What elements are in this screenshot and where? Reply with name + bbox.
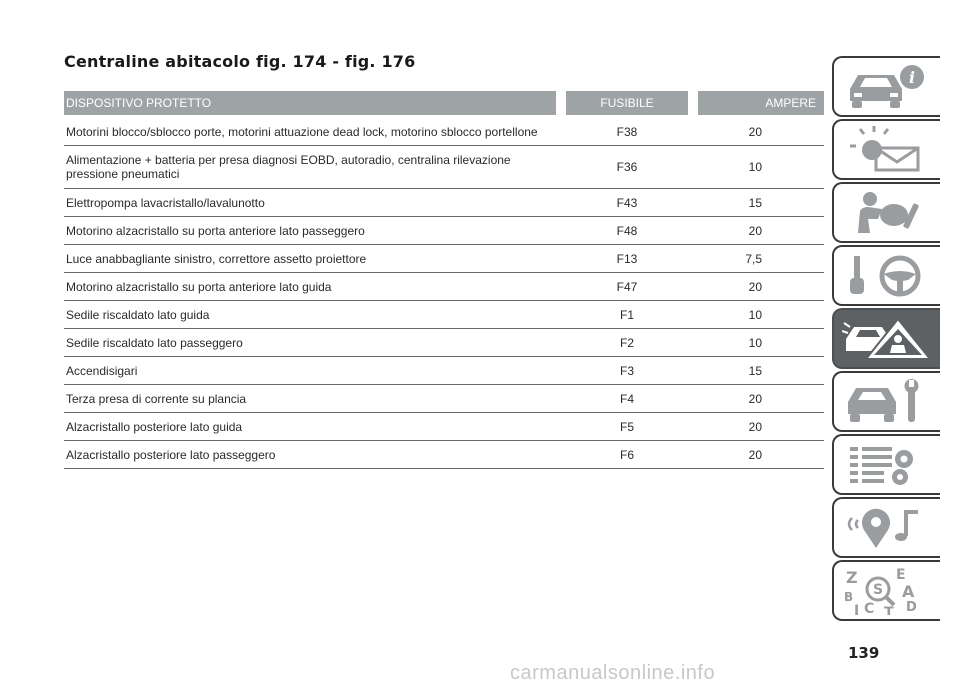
ampere-cell: 15 <box>748 195 762 210</box>
table-row: Luce anabbagliante sinistro, correttore … <box>64 245 824 273</box>
tab-emergency[interactable] <box>832 308 940 369</box>
device-cell: Alimentazione + batteria per presa diagn… <box>66 153 511 181</box>
table-body: Motorini blocco/sblocco porte, motorini … <box>64 118 824 469</box>
table-row: Alzacristallo posteriore lato guida F5 20 <box>64 413 824 441</box>
index-icon: Z E B A C D T I S <box>844 567 917 615</box>
device-cell: Terza presa di corrente su plancia <box>66 391 247 406</box>
fuse-cell: F5 <box>619 419 634 434</box>
device-cell: Motorino alzacristallo su porta anterior… <box>66 223 365 238</box>
svg-text:T: T <box>884 605 894 615</box>
device-cell: Alzacristallo posteriore lato guida <box>66 419 243 434</box>
fuse-cell: F36 <box>616 160 638 174</box>
ampere-cell: 15 <box>748 363 762 378</box>
ampere-cell: 20 <box>748 124 762 139</box>
tab-warning-lights[interactable] <box>832 119 940 180</box>
device-cell: Luce anabbagliante sinistro, correttore … <box>66 251 367 266</box>
header-ampere: AMPERE <box>698 91 824 115</box>
multimedia-icon <box>847 508 918 548</box>
table-row: Elettropompa lavacristallo/lavalunotto F4… <box>64 189 824 217</box>
table-row: Alimentazione + batteria per presa diagn… <box>64 146 824 189</box>
safety-airbag-icon <box>858 192 919 233</box>
svg-text:E: E <box>896 567 906 583</box>
table-row: Motorino alzacristallo su porta anterior… <box>64 217 824 245</box>
warning-lights-message-icon <box>850 126 920 172</box>
device-cell: Motorini blocco/sblocco porte, motorini … <box>66 124 538 139</box>
fuse-cell: F13 <box>616 251 638 266</box>
tab-car-info[interactable]: i <box>832 56 940 117</box>
ampere-cell: 20 <box>748 223 762 238</box>
tab-safety[interactable] <box>832 182 940 243</box>
table-header: DISPOSITIVO PROTETTO FUSIBILE AMPERE <box>64 91 824 115</box>
table-row: Alzacristallo posteriore lato passeggero… <box>64 441 824 469</box>
svg-text:Z: Z <box>846 568 858 587</box>
fuse-cell: F6 <box>619 447 634 462</box>
device-cell: Accendisigari <box>66 363 138 378</box>
ampere-cell: 20 <box>748 391 762 406</box>
table-row: Terza presa di corrente su plancia F4 20 <box>64 385 824 413</box>
svg-text:i: i <box>909 68 915 87</box>
ampere-cell: 10 <box>748 160 762 174</box>
tab-index[interactable]: Z E B A C D T I S <box>832 560 940 621</box>
fuse-cell: F43 <box>616 195 638 210</box>
fuse-cell: F48 <box>616 223 638 238</box>
device-cell: Sedile riscaldato lato passeggero <box>66 335 243 350</box>
watermark: carmanualsonline.info <box>510 662 716 684</box>
page-title: Centraline abitacolo fig. 174 - fig. 176 <box>64 52 416 71</box>
table-row: Sedile riscaldato lato guida F1 10 <box>64 301 824 329</box>
tab-starting-driving[interactable] <box>832 245 940 306</box>
svg-text:B: B <box>844 590 853 604</box>
device-cell: Motorino alzacristallo su porta anterior… <box>66 279 332 294</box>
svg-text:D: D <box>906 600 917 615</box>
table-row: Sedile riscaldato lato passeggero F2 10 <box>64 329 824 357</box>
device-cell: Sedile riscaldato lato guida <box>66 307 210 322</box>
page-number: 139 <box>848 644 880 662</box>
fuse-cell: F3 <box>619 363 634 378</box>
header-device: DISPOSITIVO PROTETTO <box>64 91 556 115</box>
ampere-cell: 20 <box>748 419 762 434</box>
ampere-cell: 10 <box>748 307 762 322</box>
fuse-cell: F38 <box>616 124 638 139</box>
table-row: Motorini blocco/sblocco porte, motorini … <box>64 118 824 146</box>
ampere-cell: 20 <box>748 447 762 462</box>
fuse-cell: F47 <box>616 279 638 294</box>
fuse-cell: F1 <box>619 307 634 322</box>
tab-multimedia[interactable] <box>832 497 940 558</box>
svg-text:C: C <box>864 601 874 615</box>
ampere-cell: 7,5 <box>745 251 762 266</box>
car-maintenance-icon <box>848 379 919 422</box>
technical-data-icon <box>850 447 913 485</box>
device-cell: Alzacristallo posteriore lato passeggero <box>66 447 276 462</box>
table-row: Accendisigari F3 15 <box>64 357 824 385</box>
table-row: Motorino alzacristallo su porta anterior… <box>64 273 824 301</box>
tab-maintenance[interactable] <box>832 371 940 432</box>
header-fuse: FUSIBILE <box>566 91 688 115</box>
device-cell: Elettropompa lavacristallo/lavalunotto <box>66 195 265 210</box>
tab-technical-data[interactable] <box>832 434 940 495</box>
car-emergency-icon <box>842 317 933 360</box>
ampere-cell: 10 <box>748 335 762 350</box>
key-steering-wheel-icon <box>850 255 921 297</box>
svg-text:I: I <box>854 603 859 615</box>
fuse-table: DISPOSITIVO PROTETTO FUSIBILE AMPERE Mot… <box>64 91 824 469</box>
svg-text:A: A <box>902 582 915 601</box>
chapter-nav: i <box>832 56 940 623</box>
ampere-cell: 20 <box>748 279 762 294</box>
fuse-cell: F2 <box>619 335 634 350</box>
car-info-icon: i <box>850 65 924 108</box>
fuse-cell: F4 <box>619 391 634 406</box>
svg-text:S: S <box>873 582 883 598</box>
